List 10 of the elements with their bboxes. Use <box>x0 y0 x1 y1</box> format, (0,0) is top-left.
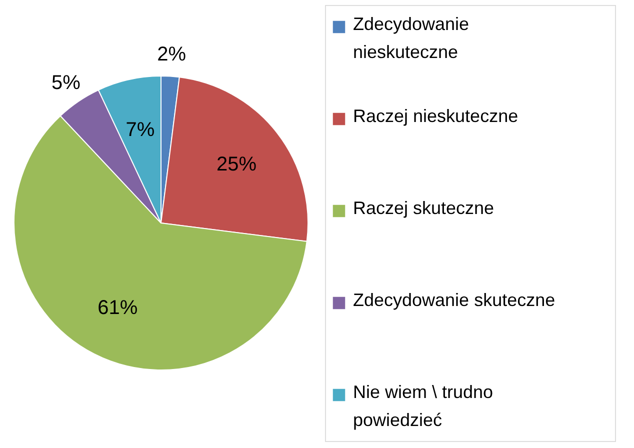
data-label: 2% <box>157 43 186 66</box>
data-label: 25% <box>216 153 257 176</box>
legend-label: Zdecydowanie skuteczne <box>353 290 556 310</box>
data-label: 5% <box>52 72 81 94</box>
legend-label: Nie wiem \ trudno powiedzieć <box>353 382 494 430</box>
data-label: 7% <box>126 118 155 141</box>
legend-label: Raczej nieskuteczne <box>353 106 518 126</box>
data-label: 61% <box>98 297 138 320</box>
legend-label: Zdecydowanie nieskuteczne <box>353 14 470 62</box>
legend-label: Raczej skuteczne <box>353 198 494 218</box>
